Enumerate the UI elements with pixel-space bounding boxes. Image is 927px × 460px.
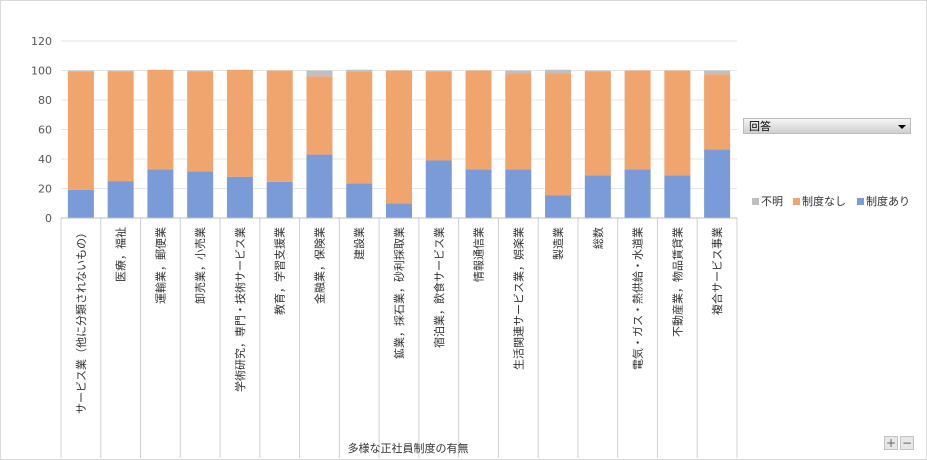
y-axis-ticks: 0 20 40 60 80 100 120 <box>31 35 52 225</box>
bar-segment <box>704 74 731 150</box>
bar-segment <box>704 149 731 218</box>
bar-segment <box>67 71 94 190</box>
bar-segment <box>107 71 134 182</box>
bar-segment <box>346 71 373 184</box>
legend-swatch <box>793 198 800 205</box>
legend-swatch <box>752 198 759 205</box>
x-tick-label: 宿泊業，飲食サービス業 <box>432 227 446 348</box>
legend-swatch <box>857 198 864 205</box>
bar-segment <box>664 70 691 176</box>
bar-segment <box>425 71 452 161</box>
y-tick-label: 60 <box>38 124 52 137</box>
bar-segment <box>147 69 174 170</box>
bar-segment <box>67 70 94 72</box>
bar-segment <box>545 195 572 218</box>
x-axis-title: 多様な正社員制度の有無 <box>348 441 469 455</box>
bar-segment <box>624 70 651 170</box>
x-tick-label: 医療，福祉 <box>114 227 128 282</box>
bar-segment <box>187 70 214 72</box>
bar-segment <box>624 169 651 218</box>
bar-segment <box>505 70 532 74</box>
x-tick-label: 情報通信業 <box>473 227 486 282</box>
answer-filter-label: 回答 <box>749 120 771 133</box>
x-tick-label: 電気・ガス・熱供給・水道業 <box>631 227 645 370</box>
x-tick-label: 金融業，保険業 <box>312 227 326 304</box>
bar-segment <box>425 160 452 218</box>
x-tick-label: 不動産業，物品賃貸業 <box>670 227 684 337</box>
x-tick-label: 生活関連サービス業，娯楽業 <box>511 227 525 370</box>
x-tick-label: 製造業 <box>551 227 565 260</box>
bar-segment <box>266 181 293 218</box>
bar-segment <box>187 71 214 172</box>
x-tick-label: 総数 <box>591 227 605 249</box>
y-tick-label: 80 <box>38 94 52 107</box>
x-tick-label: 複合サービス事業 <box>710 227 724 315</box>
bar-segment <box>147 169 174 218</box>
bar-segment <box>306 154 333 218</box>
bar-segment <box>584 175 611 218</box>
bar-segment <box>346 69 373 72</box>
legend-label: 制度なし <box>802 194 846 208</box>
y-tick-label: 0 <box>45 212 52 225</box>
bar-segment <box>386 203 412 218</box>
bar-segment <box>266 70 293 182</box>
x-tick-label: 運輸業，郵便業 <box>153 227 167 304</box>
bar-segment <box>306 76 333 155</box>
chevron-down-icon <box>898 125 906 129</box>
bar-segment <box>107 181 134 218</box>
bar-segment <box>226 176 253 218</box>
bar-segment <box>584 70 611 72</box>
bar-segment <box>187 171 214 218</box>
y-tick-label: 100 <box>31 65 52 78</box>
bar-segment <box>465 169 492 218</box>
x-tick-label: 学術研究，専門・技術サービス業 <box>233 227 247 392</box>
answer-filter-dropdown[interactable]: 回答 <box>743 118 911 134</box>
bar-segment <box>664 175 691 218</box>
bar-segment <box>465 70 492 170</box>
x-tick-label: 鉱業，採石業，砂利採取業 <box>392 227 406 359</box>
bar-segment <box>425 70 452 72</box>
bar-segment <box>704 70 731 75</box>
bar-segment <box>505 169 532 218</box>
zoom-out-button[interactable]: − <box>900 436 914 450</box>
bars-layer <box>67 69 731 218</box>
bar-segment <box>346 183 373 218</box>
x-tick-label: 教育，学習支援業 <box>273 227 287 315</box>
bar-segment <box>226 69 253 177</box>
bar-segment <box>107 70 134 72</box>
bar-segment <box>67 189 94 218</box>
legend: 不明 制度なし 制度あり <box>752 194 910 208</box>
bar-segment <box>386 70 412 204</box>
bar-segment <box>306 70 333 77</box>
legend-label: 不明 <box>761 195 783 208</box>
x-tick-label: 卸売業，小売業 <box>193 227 207 304</box>
x-axis <box>60 217 738 458</box>
x-axis-ticks: サービス業（他に分類されないもの） 医療，福祉 運輸業，郵便業 卸売業，小売業 学術研究… <box>75 227 724 414</box>
legend-label: 制度あり <box>866 194 910 208</box>
x-tick-label: 建設業 <box>352 227 366 260</box>
bar-segment <box>584 71 611 176</box>
zoom-in-button[interactable]: + <box>884 436 898 450</box>
y-tick-label: 20 <box>38 183 52 196</box>
x-tick-label: サービス業（他に分類されないもの） <box>75 227 88 414</box>
y-tick-label: 40 <box>38 153 52 166</box>
y-tick-label: 120 <box>31 35 52 48</box>
bar-segment <box>545 69 572 74</box>
bar-segment <box>545 73 572 196</box>
bar-segment <box>505 73 532 170</box>
